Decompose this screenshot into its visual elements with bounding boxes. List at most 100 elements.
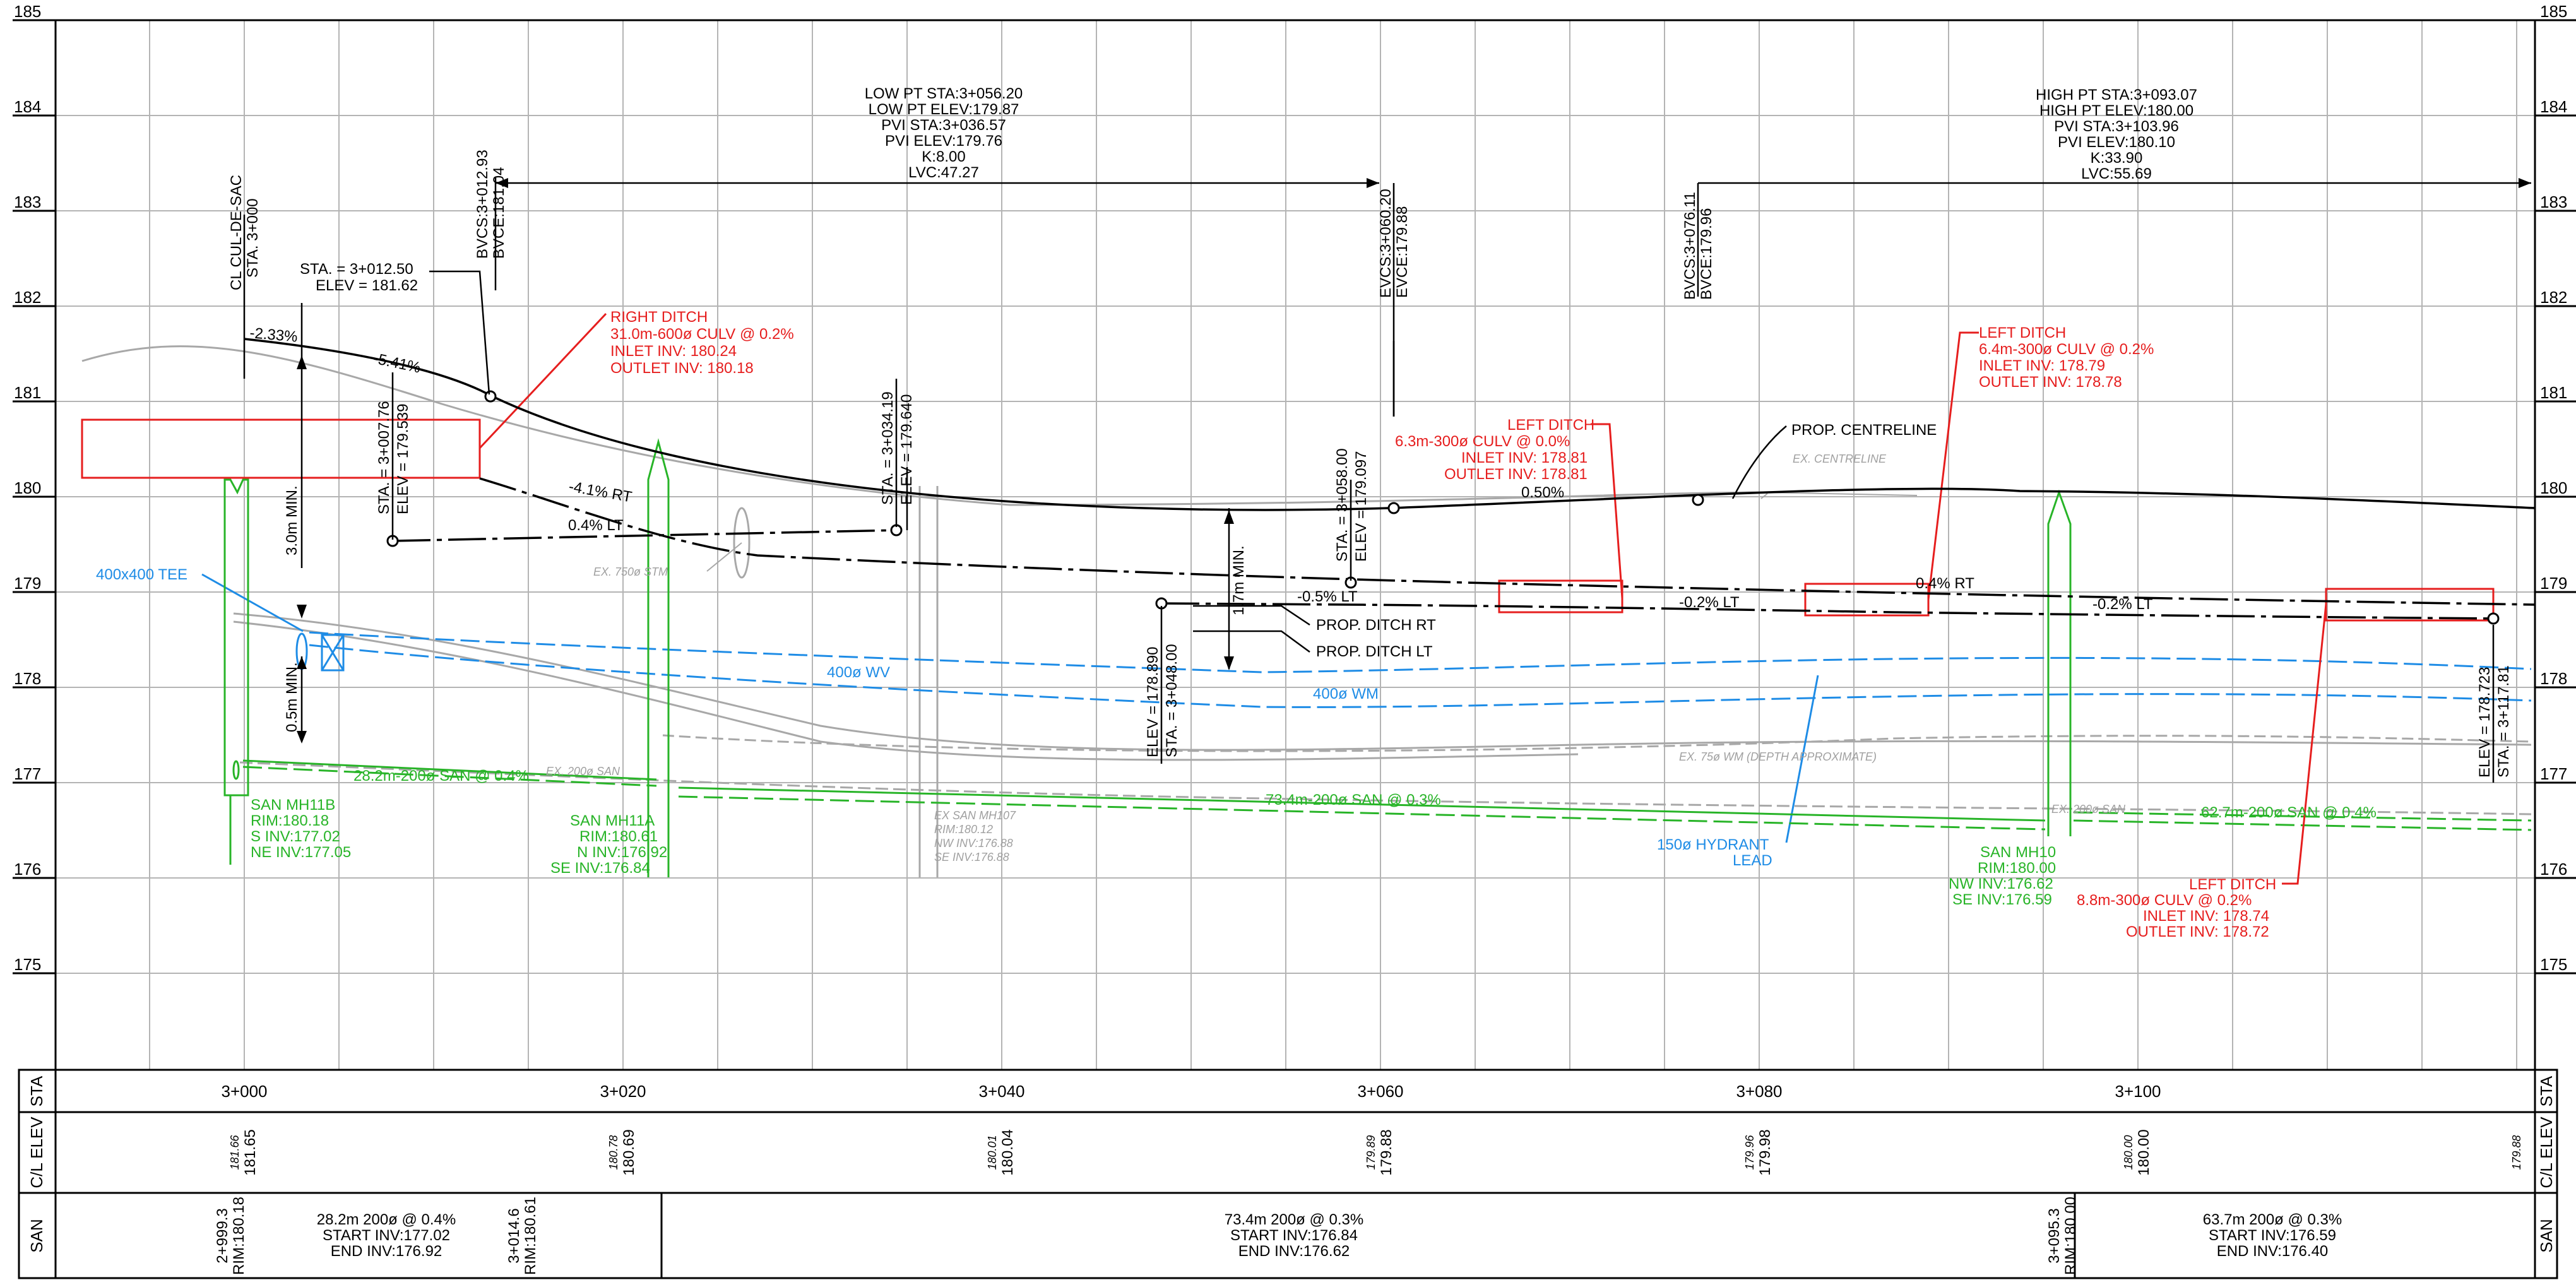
proposed-elev: 180.00 — [2135, 1129, 2152, 1175]
mh10-label: NW INV:176.62 — [1949, 875, 2053, 892]
lt-end-elev: ELEV = 179.640 — [898, 394, 915, 505]
existing-elev: 179.89 — [1365, 1135, 1377, 1170]
ex-stm-label: EX. 750ø STM — [593, 566, 668, 578]
prop-ditch-lt — [1161, 602, 2494, 620]
left-ditch-1-label: 6.3m-300ø CULV @ 0.0% — [1395, 433, 1570, 450]
curve-line: K:33.90 — [2091, 150, 2143, 167]
san-pipe-label: 73.4m-200ø SAN @ 0.3% — [1266, 791, 1441, 809]
proposed-elev: 180.69 — [620, 1129, 638, 1175]
existing-elev: 181.66 — [229, 1134, 241, 1170]
mh11a-label: SE INV:176.84 — [550, 860, 650, 877]
mh10-label: SAN MH10 — [1980, 844, 2056, 861]
water-labels: 400x400 TEE 400ø WV 400ø WM 150ø HYDRANT… — [96, 566, 1772, 869]
sanitary-labels: 28.2m-200ø SAN @ 0.4% 73.4m-200ø SAN @ 0… — [251, 767, 2377, 908]
left-ditch-2-label: OUTLET INV: 178.78 — [1979, 374, 2122, 391]
station-label: 3+020 — [600, 1082, 646, 1101]
hydrant-label: LEAD — [1733, 852, 1772, 869]
row-label-cl-elev: C/L ELEV — [2537, 1117, 2556, 1188]
station-label: 3+080 — [1736, 1082, 1782, 1101]
lt-break-elev: ELEV = 178.890 — [1144, 647, 1161, 757]
ex-mh-label: EX SAN MH107 — [934, 809, 1016, 822]
grade-label: -0.2% LT — [1679, 594, 1740, 611]
manhole-mh11b — [223, 478, 249, 865]
evc1-elev: EVCE:179.88 — [1394, 206, 1411, 298]
ex-stm-ellipse — [733, 507, 751, 579]
san-pipe-2-bot — [678, 795, 2046, 831]
ex-mh-label: NW INV:176.88 — [934, 837, 1013, 850]
ex-manhole — [918, 486, 939, 877]
row-label-san: SAN — [2537, 1219, 2556, 1252]
grade-label: 0.4% RT — [1916, 575, 1974, 592]
curve-line: LOW PT STA:3+056.20 — [865, 85, 1023, 102]
san-pipe-2-top — [678, 786, 2046, 822]
san-station: 3+014.6 — [506, 1208, 523, 1263]
san-pipe-label: 62.7m-200ø SAN @ 0.4% — [2201, 804, 2377, 821]
left-ditch-3-label: LEFT DITCH — [2189, 876, 2276, 893]
elev-label: 184 — [2540, 97, 2567, 116]
min-05m-label: 0.5m MIN. — [283, 662, 300, 732]
wv-label: 400ø WV — [827, 664, 890, 681]
elev-label: 185 — [2540, 2, 2567, 21]
proposed-elev: 179.88 — [1378, 1129, 1395, 1175]
existing-elev: 179.96 — [1743, 1134, 1756, 1170]
curve-line: PVI STA:3+036.57 — [881, 117, 1006, 134]
elev-label: 184 — [14, 97, 41, 116]
grade-label: 0.4% LT — [568, 517, 624, 534]
manhole-mh11a — [647, 438, 670, 877]
san-rim: RIM:180.18 — [230, 1197, 247, 1275]
san-segment-line: START INV:176.84 — [1230, 1227, 1358, 1244]
proposed-lines — [244, 338, 2536, 620]
point-bvc2 — [1692, 494, 1704, 506]
elev-label: 182 — [2540, 288, 2567, 307]
ex-centreline-label: EX. CENTRELINE — [1793, 453, 1887, 465]
point-evc1 — [1387, 502, 1400, 514]
existing-labels: EX. CENTRELINE EX. 750ø STM EX. 200ø SAN… — [546, 453, 2126, 863]
lt-start-elev: ELEV = 179.539 — [395, 404, 412, 514]
right-ditch-leader — [478, 312, 607, 449]
elev-label: 179 — [14, 574, 41, 593]
sta-elev-label: ELEV = 181.62 — [316, 277, 418, 294]
elev-label: 175 — [2540, 955, 2567, 974]
ex-mh-label: SE INV:176.88 — [934, 851, 1009, 863]
mh11b-label: RIM:180.18 — [251, 812, 329, 829]
watermain-400-wv — [309, 631, 2532, 673]
bvc1-sta: BVCS:3+012.93 — [474, 150, 491, 259]
san-pipe-label: 28.2m-200ø SAN @ 0.4% — [353, 767, 529, 785]
culvert-labels: RIGHT DITCH 31.0m-600ø CULV @ 0.2% INLET… — [610, 309, 2276, 940]
existing-elev: 179.88 — [2510, 1135, 2523, 1170]
left-ditch-1-label: LEFT DITCH — [1507, 417, 1594, 434]
left-ditch-1-label: OUTLET INV: 178.81 — [1444, 466, 1588, 483]
lt-end-sta: STA. = 3+034.19 — [879, 391, 896, 505]
elev-label: 176 — [2540, 860, 2567, 879]
crest-curve-data: HIGH PT STA:3+093.07 HIGH PT ELEV:180.00… — [2036, 86, 2197, 182]
prop-ditch-rt-label: PROP. DITCH RT — [1316, 617, 1436, 634]
arrowheads — [297, 178, 2531, 744]
rt-break-elev: ELEV = 179.097 — [1353, 451, 1370, 562]
min-17m-label: 1.7m MIN. — [1230, 545, 1247, 615]
mh11a-label: SAN MH11A — [570, 812, 655, 829]
curve-line: HIGH PT STA:3+093.07 — [2036, 86, 2197, 104]
culvert-right-ditch — [81, 418, 481, 479]
station-label: 3+060 — [1357, 1082, 1403, 1101]
existing-elev: 180.01 — [986, 1135, 999, 1170]
grade-label: -5.41% — [372, 350, 422, 376]
san-rim: RIM:180.00 — [2062, 1197, 2079, 1275]
tee-fitting — [321, 634, 345, 672]
mh11b-label: NE INV:177.05 — [251, 844, 351, 861]
point-end — [2487, 612, 2500, 625]
proposed-elev: 179.98 — [1757, 1129, 1774, 1175]
san-segment-line: START INV:176.59 — [2209, 1227, 2336, 1244]
manhole-mh10 — [2047, 489, 2072, 836]
curve-line: LVC:47.27 — [908, 164, 979, 181]
min-3m-label: 3.0m MIN. — [283, 485, 300, 555]
elevation-labels-left: 185 184 183 182 181 180 179 178 177 176 … — [14, 2, 41, 974]
prop-ditch-rt — [479, 477, 2536, 606]
elev-label: 178 — [2540, 669, 2567, 688]
san-station: 2+999.3 — [214, 1208, 231, 1263]
wm-label: 400ø WM — [1313, 685, 1379, 702]
mh10-label: SE INV:176.59 — [1952, 891, 2052, 908]
mh11a-label: N INV:176.92 — [577, 844, 667, 861]
elev-label: 183 — [14, 193, 41, 211]
ex-watermain — [662, 734, 2532, 752]
grade-label: 0.50% — [1521, 484, 1564, 501]
